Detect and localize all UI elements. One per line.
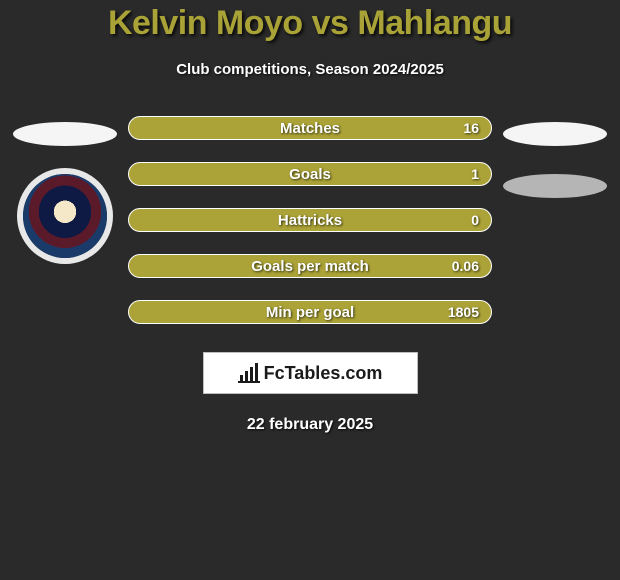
- stat-value: 1: [471, 166, 479, 182]
- stat-label: Goals: [289, 166, 331, 183]
- stat-bar: Hattricks 0: [128, 208, 492, 232]
- stat-label: Goals per match: [251, 258, 369, 275]
- stat-value: 0.06: [452, 258, 479, 274]
- right-side: [500, 116, 610, 324]
- stat-label: Min per goal: [266, 304, 354, 321]
- player-right-placeholder-1: [503, 122, 607, 146]
- page-title: Kelvin Moyo vs Mahlangu: [0, 4, 620, 43]
- club-badge-left: [23, 174, 107, 258]
- stat-value: 16: [463, 120, 479, 136]
- stat-value: 0: [471, 212, 479, 228]
- left-side: [10, 116, 120, 324]
- comparison-card: Kelvin Moyo vs Mahlangu Club competition…: [0, 0, 620, 434]
- brand-box[interactable]: FcTables.com: [203, 352, 418, 394]
- subtitle: Club competitions, Season 2024/2025: [0, 61, 620, 78]
- stat-bar: Goals per match 0.06: [128, 254, 492, 278]
- stat-bar: Goals 1: [128, 162, 492, 186]
- player-right-placeholder-2: [503, 174, 607, 198]
- bars-icon: [238, 363, 260, 383]
- date-label: 22 february 2025: [0, 416, 620, 434]
- stat-label: Hattricks: [278, 212, 342, 229]
- stat-value: 1805: [448, 304, 479, 320]
- player-left-placeholder: [13, 122, 117, 146]
- main-row: Matches 16 Goals 1 Hattricks 0 Goals per match…: [0, 116, 620, 324]
- brand-text: FcTables.com: [264, 363, 383, 384]
- stat-label: Matches: [280, 120, 340, 137]
- stat-bar: Matches 16: [128, 116, 492, 140]
- stat-bar: Min per goal 1805: [128, 300, 492, 324]
- stats-list: Matches 16 Goals 1 Hattricks 0 Goals per match…: [120, 116, 500, 324]
